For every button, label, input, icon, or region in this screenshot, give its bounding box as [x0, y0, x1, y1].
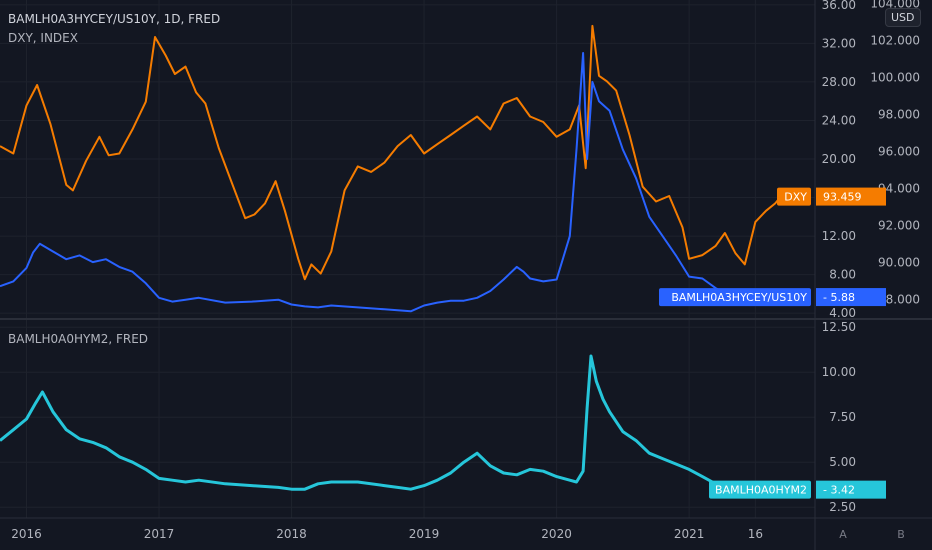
y-sub-tick-label: 5.00: [829, 455, 856, 469]
axes: 2016 2017 2018 2019 2020 2021 16 36.00 32.00 28.0…: [11, 0, 920, 541]
y-right-tick-label: 92.000: [878, 219, 920, 233]
y-right-tick-label: 90.000: [878, 256, 920, 270]
last-value-badge: [816, 288, 886, 307]
series-name-badge-text: BAMLH0A0HYM2: [715, 484, 807, 497]
y-left-tick-label: 28.00: [822, 75, 856, 89]
series-line-hym2: [0, 354, 796, 495]
x-tick-label: 2016: [11, 527, 42, 541]
y-left-tick-label: 12.00: [822, 229, 856, 243]
last-value-badge-text: - 3.42: [823, 484, 855, 497]
x-tick-label: 2017: [144, 527, 175, 541]
y-right-tick-label: 104.000: [870, 0, 920, 11]
bottom-pane-series: [0, 354, 796, 495]
last-value-badge-text: 93.459: [823, 191, 862, 204]
y-left-tick-label: 8.00: [829, 268, 856, 282]
y-right-tick-label: 94.000: [878, 182, 920, 196]
series-line-ratio: [0, 52, 796, 313]
x-tick-label: 2020: [541, 527, 572, 541]
x-tick-label: 2021: [674, 527, 705, 541]
series-name-badge: [709, 480, 811, 499]
series-name-badge-text: BAMLH0A3HYCEY/US10Y: [671, 291, 807, 304]
currency-button[interactable]: USD: [885, 8, 921, 27]
series-name-badge: [777, 187, 811, 206]
top-pane-series: [0, 24, 796, 313]
price-badges: DXY 93.459 BAMLH0A3HYCEY/US10Y - 5.88 BAMLH0…: [659, 187, 886, 499]
y-sub-tick-label: 7.50: [829, 410, 856, 424]
y-right-tick-label: 102.000: [870, 34, 920, 48]
auto-scale-button[interactable]: A: [839, 528, 847, 541]
y-left-tick-label: 36.00: [822, 0, 856, 12]
y-right-tick-label: 96.000: [878, 145, 920, 159]
main-symbol-title[interactable]: BAMLH0A3HYCEY/US10Y, 1D, FRED: [8, 12, 221, 26]
y-sub-tick-label: 12.50: [822, 320, 856, 334]
last-value-badge-text: - 5.88: [823, 291, 855, 304]
x-tick-label: 2019: [409, 527, 440, 541]
y-left-tick-label: 32.00: [822, 36, 856, 50]
series-name-badge: [659, 288, 811, 307]
y-right-tick-label: 100.000: [870, 71, 920, 85]
y-sub-tick-label: 2.50: [829, 500, 856, 514]
x-tick-label: 2018: [276, 527, 307, 541]
y-sub-tick-label: 10.00: [822, 365, 856, 379]
y-right-tick-label: 98.000: [878, 108, 920, 122]
log-scale-button[interactable]: B: [897, 528, 905, 541]
y-left-tick-label: 4.00: [829, 306, 856, 320]
x-tick-label: 16: [748, 527, 763, 541]
y-left-tick-label: 24.00: [822, 113, 856, 127]
series-line-dxy: [0, 24, 796, 281]
overlay-symbol-title[interactable]: DXY, INDEX: [8, 31, 78, 45]
y-left-tick-label: 20.00: [822, 152, 856, 166]
y-right-tick-label: 88.000: [878, 293, 920, 307]
last-value-badge: [816, 187, 886, 206]
series-name-badge-text: DXY: [784, 191, 807, 204]
last-value-badge: [816, 480, 886, 499]
sub-pane-symbol-title[interactable]: BAMLH0A0HYM2, FRED: [8, 332, 149, 346]
